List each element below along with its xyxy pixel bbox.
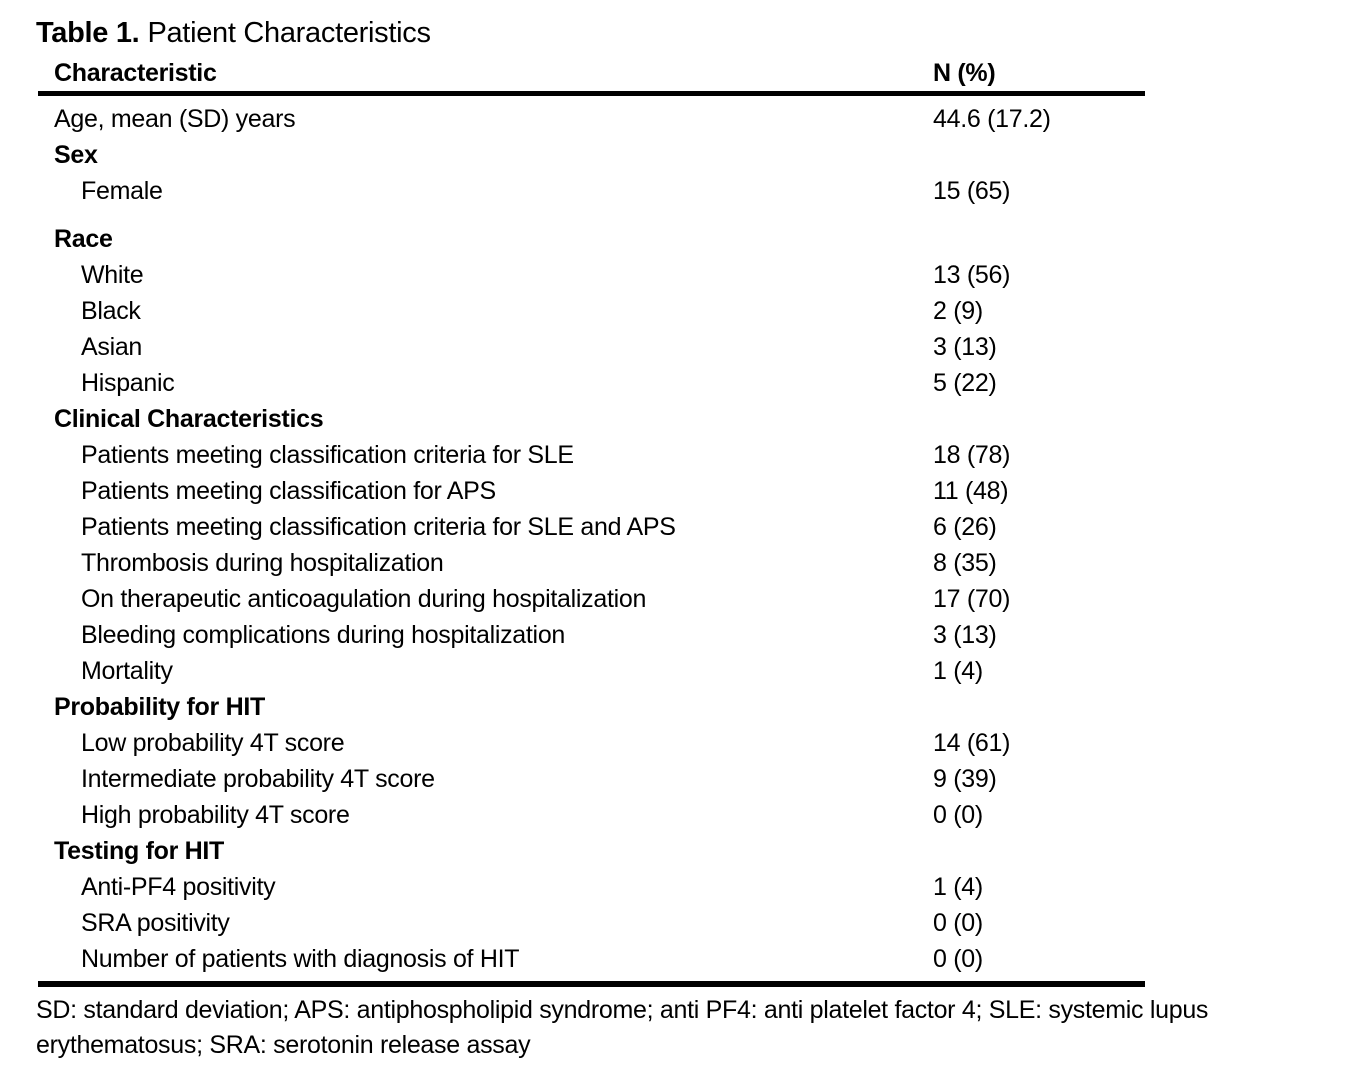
table-row-age: Age, mean (SD) years 44.6 (17.2) bbox=[38, 101, 1145, 137]
table-title: Table 1. Patient Characteristics bbox=[36, 16, 1372, 50]
row-value bbox=[933, 401, 1145, 437]
row-value: 1 (4) bbox=[933, 657, 983, 685]
row-label: Black bbox=[81, 297, 141, 325]
table-row-asian: Asian 3 (13) bbox=[38, 329, 1145, 365]
row-label: Mortality bbox=[81, 657, 173, 685]
row-label: Number of patients with diagnosis of HIT bbox=[81, 945, 520, 973]
row-label: Asian bbox=[81, 333, 143, 361]
table-section-sex: Sex bbox=[38, 137, 1145, 173]
row-value: 9 (39) bbox=[933, 765, 997, 793]
table-row-classification-aps: Patients meeting classification for APS … bbox=[38, 473, 1145, 509]
table-footnote: SD: standard deviation; APS: antiphospho… bbox=[36, 996, 1209, 1059]
table-row-high-4t: High probability 4T score 0 (0) bbox=[38, 797, 1145, 833]
row-label: Hispanic bbox=[81, 369, 175, 397]
header-n-percent: N (%) bbox=[933, 59, 996, 87]
row-label: Patients meeting classification criteria… bbox=[81, 513, 676, 541]
table-row-criteria-sle-and-aps: Patients meeting classification criteria… bbox=[38, 509, 1145, 545]
table-section-race: Race bbox=[38, 221, 1145, 257]
row-label: Age, mean (SD) years bbox=[54, 105, 296, 133]
row-value: 8 (35) bbox=[933, 549, 997, 577]
row-value: 44.6 (17.2) bbox=[933, 105, 1051, 133]
table-header-row: Characteristic N (%) bbox=[38, 60, 1145, 96]
row-value: 0 (0) bbox=[933, 909, 983, 937]
row-label: Low probability 4T score bbox=[81, 729, 345, 757]
row-label: On therapeutic anticoagulation during ho… bbox=[81, 585, 647, 613]
row-value: 3 (13) bbox=[933, 621, 997, 649]
table-row-low-4t: Low probability 4T score 14 (61) bbox=[38, 725, 1145, 761]
table-row-bleeding: Bleeding complications during hospitaliz… bbox=[38, 617, 1145, 653]
table-row-anticoagulation: On therapeutic anticoagulation during ho… bbox=[38, 581, 1145, 617]
row-label: Intermediate probability 4T score bbox=[81, 765, 435, 793]
row-label: Anti-PF4 positivity bbox=[81, 873, 276, 901]
table-title-number: Table 1. bbox=[36, 17, 140, 49]
row-value bbox=[933, 689, 1145, 725]
table-row-criteria-sle: Patients meeting classification criteria… bbox=[38, 437, 1145, 473]
row-label: Bleeding complications during hospitaliz… bbox=[81, 621, 566, 649]
section-label: Sex bbox=[54, 141, 98, 169]
row-label: SRA positivity bbox=[81, 909, 230, 937]
table-section-testing-hit: Testing for HIT bbox=[38, 833, 1145, 869]
section-label: Probability for HIT bbox=[54, 693, 265, 721]
header-characteristic: Characteristic bbox=[54, 59, 217, 87]
row-label: Patients meeting classification criteria… bbox=[81, 441, 574, 469]
row-label: Female bbox=[81, 177, 163, 205]
section-label: Testing for HIT bbox=[54, 837, 225, 865]
row-value: 0 (0) bbox=[933, 945, 983, 973]
table-row-thrombosis: Thrombosis during hospitalization 8 (35) bbox=[38, 545, 1145, 581]
table-row-black: Black 2 (9) bbox=[38, 293, 1145, 329]
table-title-text: Patient Characteristics bbox=[147, 17, 431, 49]
row-label: White bbox=[81, 261, 144, 289]
table-body: Age, mean (SD) years 44.6 (17.2) Sex Fem… bbox=[38, 96, 1145, 987]
row-value: 13 (56) bbox=[933, 261, 1011, 289]
row-value: 5 (22) bbox=[933, 369, 997, 397]
row-value: 6 (26) bbox=[933, 513, 997, 541]
row-value bbox=[933, 833, 1145, 869]
table-row-hit-diagnosis: Number of patients with diagnosis of HIT… bbox=[38, 941, 1145, 977]
row-label: Patients meeting classification for APS bbox=[81, 477, 496, 505]
row-value: 15 (65) bbox=[933, 177, 1011, 205]
row-value: 1 (4) bbox=[933, 873, 983, 901]
row-value: 17 (70) bbox=[933, 585, 1011, 613]
row-value: 14 (61) bbox=[933, 729, 1011, 757]
row-value: 18 (78) bbox=[933, 441, 1011, 469]
table-row-female: Female 15 (65) bbox=[38, 173, 1145, 209]
row-value: 2 (9) bbox=[933, 297, 983, 325]
row-value bbox=[933, 221, 1145, 257]
table-row-intermediate-4t: Intermediate probability 4T score 9 (39) bbox=[38, 761, 1145, 797]
table-row-mortality: Mortality 1 (4) bbox=[38, 653, 1145, 689]
section-label: Clinical Characteristics bbox=[54, 405, 324, 433]
row-value: 3 (13) bbox=[933, 333, 997, 361]
row-label: High probability 4T score bbox=[81, 801, 350, 829]
patient-characteristics-table: Characteristic N (%) Age, mean (SD) year… bbox=[38, 60, 1145, 987]
table-section-probability-hit: Probability for HIT bbox=[38, 689, 1145, 725]
row-label: Thrombosis during hospitalization bbox=[81, 549, 444, 577]
table-section-clinical-characteristics: Clinical Characteristics bbox=[38, 401, 1145, 437]
row-value: 0 (0) bbox=[933, 801, 983, 829]
table-row-sra: SRA positivity 0 (0) bbox=[38, 905, 1145, 941]
table-row-hispanic: Hispanic 5 (22) bbox=[38, 365, 1145, 401]
row-value: 11 (48) bbox=[933, 477, 1009, 505]
row-value bbox=[933, 137, 1145, 173]
table-row-white: White 13 (56) bbox=[38, 257, 1145, 293]
section-label: Race bbox=[54, 225, 113, 253]
table-row-anti-pf4: Anti-PF4 positivity 1 (4) bbox=[38, 869, 1145, 905]
